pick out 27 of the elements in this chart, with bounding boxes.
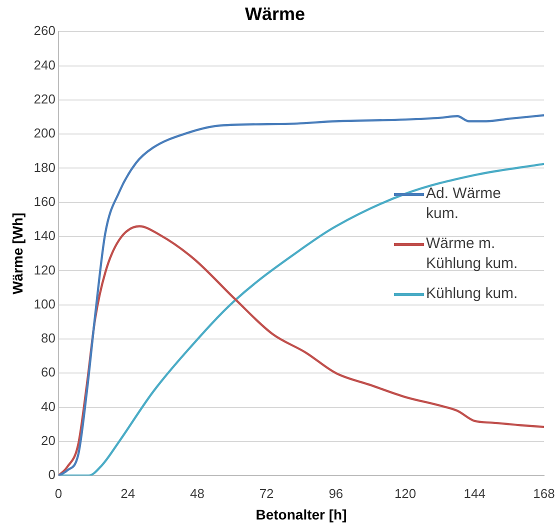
x-axis-title: Betonalter [h] [256,506,347,522]
x-tick-label: 24 [120,486,136,501]
y-tick-label: 120 [34,262,56,278]
legend-label: Wärme m. Kühlung kum. [426,234,519,274]
x-tick-label: 168 [533,486,555,501]
y-tick-label: 40 [41,398,56,414]
y-tick-label: 240 [34,57,56,72]
legend-label: Kühlung kum. [426,284,519,304]
y-tick-label: 60 [41,364,56,380]
y-tick-label: 80 [41,330,56,346]
x-tick-label: 96 [328,486,344,501]
y-tick-label: 260 [34,23,56,38]
legend-label: Ad. Wärme kum. [426,184,502,224]
y-axis-title: Wärme [Wh] [9,212,26,294]
x-tick-label: 72 [259,486,274,501]
x-tick-label: 48 [190,486,204,501]
y-tick-label: 20 [41,433,56,448]
y-tick-label: 100 [34,296,56,312]
y-tick-label: 0 [48,467,56,482]
y-tick-label: 200 [34,126,56,141]
y-tick-label: 180 [34,160,56,175]
y-tick-label: 220 [34,91,56,106]
y-tick-label: 160 [34,194,56,209]
x-tick-label: 120 [394,486,416,501]
x-tick-label: 144 [464,486,486,501]
y-tick-label: 140 [34,228,56,244]
chart-title: Wärme [244,4,306,24]
